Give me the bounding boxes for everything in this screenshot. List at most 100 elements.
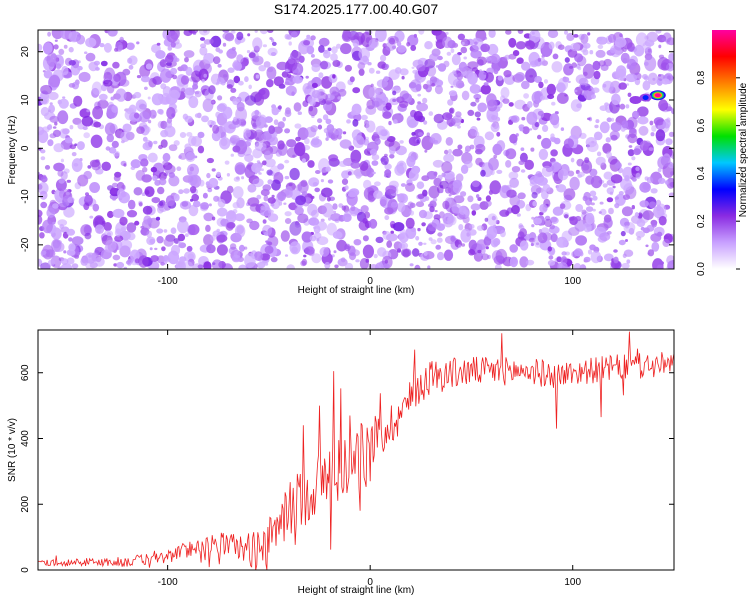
heatmap-cell	[547, 30, 559, 39]
heatmap-cell	[557, 168, 569, 181]
heatmap-cell	[244, 76, 249, 83]
heatmap-cell	[529, 74, 533, 78]
heatmap-cell	[58, 98, 69, 109]
heatmap-cell	[177, 233, 186, 242]
heatmap-cell	[185, 151, 196, 163]
heatmap-cell	[390, 230, 395, 234]
heatmap-cell	[592, 208, 596, 212]
heatmap-cell	[126, 232, 136, 241]
heatmap-cell	[634, 212, 640, 218]
heatmap-cell	[114, 47, 119, 52]
heatmap-cell	[227, 67, 235, 73]
heatmap-cell	[363, 139, 370, 146]
heatmap-cell	[290, 31, 298, 38]
heatmap-cell	[331, 46, 338, 54]
heatmap-cell	[469, 144, 475, 150]
heatmap-cell	[287, 73, 292, 79]
heatmap-cell	[40, 201, 48, 209]
heatmap-cell	[310, 54, 315, 58]
heatmap-cell	[575, 204, 584, 212]
heatmap-cell	[452, 115, 462, 123]
heatmap-cell	[384, 63, 390, 69]
heatmap-cell	[170, 41, 176, 48]
heatmap-cell	[592, 87, 600, 93]
heatmap-cell	[135, 170, 146, 181]
heatmap-cell	[103, 42, 112, 53]
heatmap-cell	[556, 184, 567, 193]
heatmap-cell	[325, 137, 329, 141]
heatmap-cell	[145, 63, 153, 70]
heatmap-cell	[610, 47, 616, 54]
heatmap-cell	[643, 61, 649, 66]
heatmap-cell	[152, 175, 158, 181]
heatmap-cell	[220, 79, 226, 86]
heatmap-cell	[318, 158, 330, 173]
heatmap-cell	[496, 131, 501, 137]
heatmap-cell	[231, 46, 236, 51]
heatmap-cell	[84, 232, 92, 240]
heatmap-cell	[291, 91, 295, 96]
heatmap-cell	[310, 35, 316, 41]
heatmap-cell	[95, 67, 100, 71]
heatmap-cell	[551, 101, 556, 106]
heatmap-cell	[112, 254, 121, 261]
heatmap-cell	[665, 180, 669, 185]
heatmap-cell	[292, 75, 303, 84]
heatmap-cell	[64, 137, 73, 144]
heatmap-cell	[631, 205, 635, 210]
heatmap-cell	[561, 251, 567, 256]
heatmap-cell	[40, 84, 53, 95]
heatmap-cell	[182, 113, 189, 120]
heatmap-cell	[83, 170, 92, 180]
heatmap-cell	[384, 139, 395, 147]
heatmap-cell	[429, 53, 439, 62]
heatmap-cell	[284, 159, 290, 164]
heatmap-cell	[521, 61, 531, 71]
heatmap-cell	[149, 238, 156, 244]
heatmap-cell	[83, 132, 90, 139]
heatmap-cell	[285, 85, 297, 96]
heatmap-cell	[620, 52, 630, 64]
heatmap-cell	[442, 200, 450, 210]
heatmap-cell	[432, 197, 438, 202]
heatmap-cell	[534, 121, 540, 128]
heatmap-cell	[581, 159, 593, 174]
heatmap-cell	[226, 173, 230, 177]
x-tick-label: -100	[158, 577, 178, 588]
heatmap-cell	[421, 222, 426, 227]
heatmap-cell	[639, 140, 649, 151]
heatmap-cell	[133, 91, 142, 99]
heatmap-cell	[434, 210, 438, 213]
heatmap-cell	[651, 241, 660, 252]
heatmap-cell	[428, 111, 434, 116]
heatmap-cell	[103, 79, 113, 87]
heatmap-cell	[650, 132, 655, 137]
heatmap-cell	[284, 218, 292, 224]
heatmap-cell	[635, 230, 645, 238]
heatmap-cell	[625, 225, 629, 229]
heatmap-cell	[568, 227, 580, 236]
heatmap-cell	[567, 80, 571, 84]
heatmap-cell	[519, 152, 528, 163]
heatmap-cell	[589, 50, 594, 55]
heatmap-cell	[293, 102, 302, 112]
heatmap-cell	[606, 117, 612, 123]
heatmap-cell	[246, 50, 251, 54]
heatmap-cell	[526, 101, 533, 108]
heatmap-cell	[233, 116, 237, 122]
heatmap-cell	[233, 75, 241, 84]
heatmap-cell	[521, 80, 530, 90]
heatmap-cell	[637, 116, 649, 125]
heatmap-cell	[183, 188, 190, 194]
heatmap-cell	[339, 139, 352, 149]
heatmap-cell	[270, 256, 278, 263]
heatmap-cell	[644, 176, 649, 181]
heatmap-cell	[47, 31, 51, 37]
heatmap-cell	[164, 125, 176, 138]
heatmap-cell	[216, 234, 228, 243]
heatmap-cell	[560, 127, 565, 131]
heatmap-cell	[284, 128, 291, 134]
heatmap-cell	[311, 90, 321, 99]
heatmap-cell	[457, 33, 466, 41]
